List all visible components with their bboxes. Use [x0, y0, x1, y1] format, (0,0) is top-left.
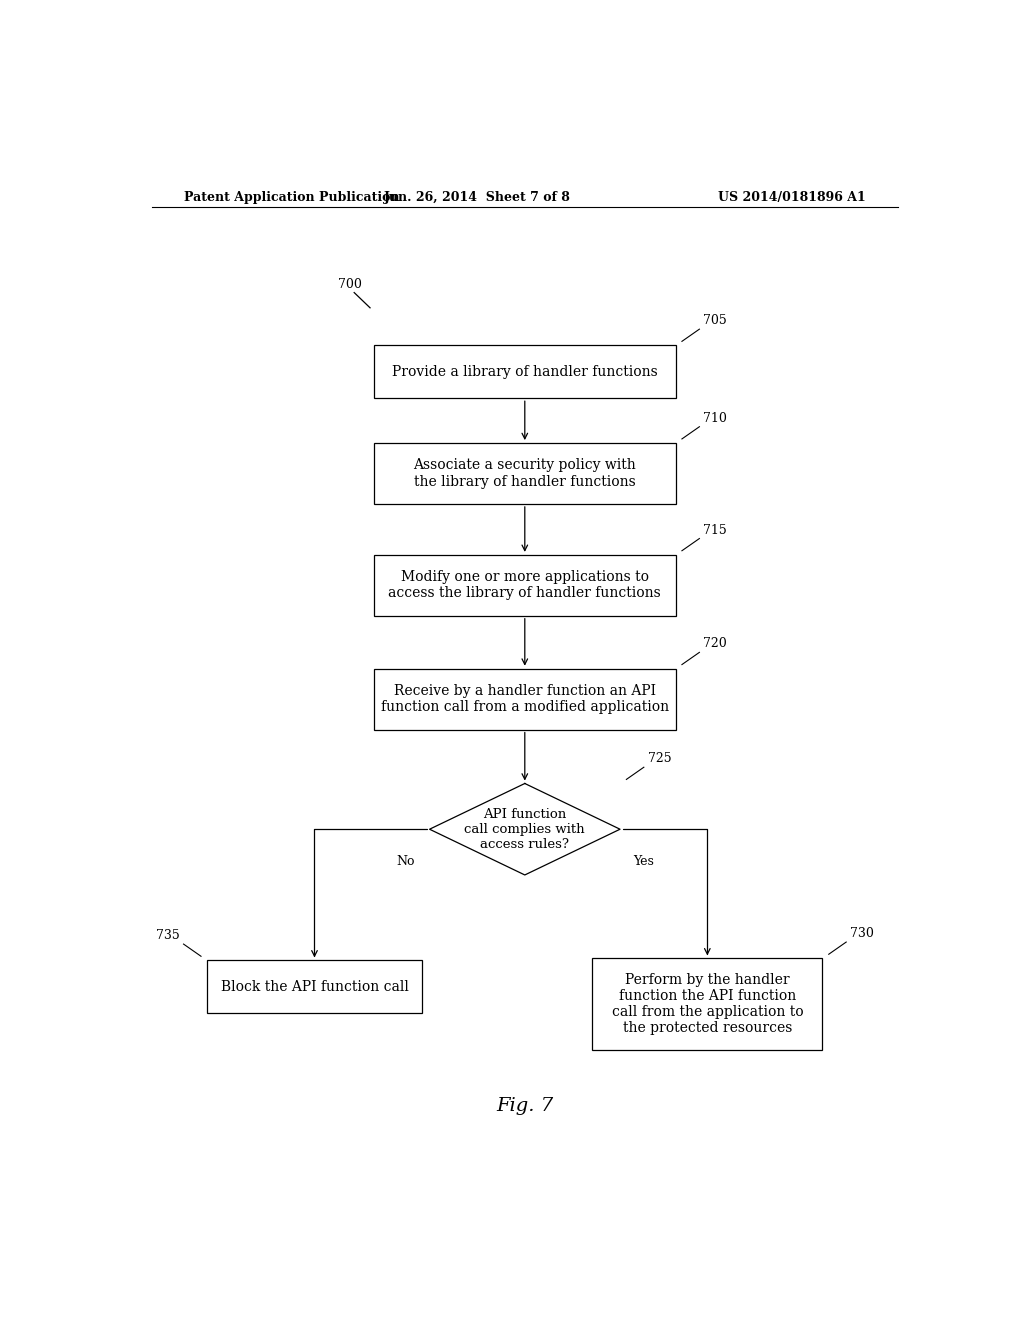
- Text: Perform by the handler
function the API function
call from the application to
th: Perform by the handler function the API …: [611, 973, 803, 1035]
- Text: 705: 705: [703, 314, 727, 327]
- Text: Modify one or more applications to
access the library of handler functions: Modify one or more applications to acces…: [388, 570, 662, 601]
- Text: Jun. 26, 2014  Sheet 7 of 8: Jun. 26, 2014 Sheet 7 of 8: [384, 190, 570, 203]
- Text: Patent Application Publication: Patent Application Publication: [183, 190, 399, 203]
- Text: 715: 715: [703, 524, 727, 536]
- Text: 725: 725: [648, 752, 672, 766]
- Text: 700: 700: [338, 277, 362, 290]
- Text: 730: 730: [850, 927, 874, 940]
- Text: US 2014/0181896 A1: US 2014/0181896 A1: [718, 190, 866, 203]
- Text: API function
call complies with
access rules?: API function call complies with access r…: [465, 808, 585, 850]
- Bar: [374, 444, 676, 504]
- Text: 720: 720: [703, 638, 727, 651]
- Bar: [374, 669, 676, 730]
- Bar: [207, 961, 422, 1014]
- Text: No: No: [396, 854, 415, 867]
- Text: Block the API function call: Block the API function call: [220, 979, 409, 994]
- Bar: [592, 958, 822, 1049]
- Text: Associate a security policy with
the library of handler functions: Associate a security policy with the lib…: [414, 458, 636, 488]
- Text: 710: 710: [703, 412, 727, 425]
- Bar: [374, 346, 676, 399]
- Text: 735: 735: [156, 929, 179, 942]
- Text: Yes: Yes: [634, 854, 654, 867]
- Text: Fig. 7: Fig. 7: [497, 1097, 553, 1114]
- Text: Receive by a handler function an API
function call from a modified application: Receive by a handler function an API fun…: [381, 684, 669, 714]
- Bar: [374, 554, 676, 616]
- Text: Provide a library of handler functions: Provide a library of handler functions: [392, 364, 657, 379]
